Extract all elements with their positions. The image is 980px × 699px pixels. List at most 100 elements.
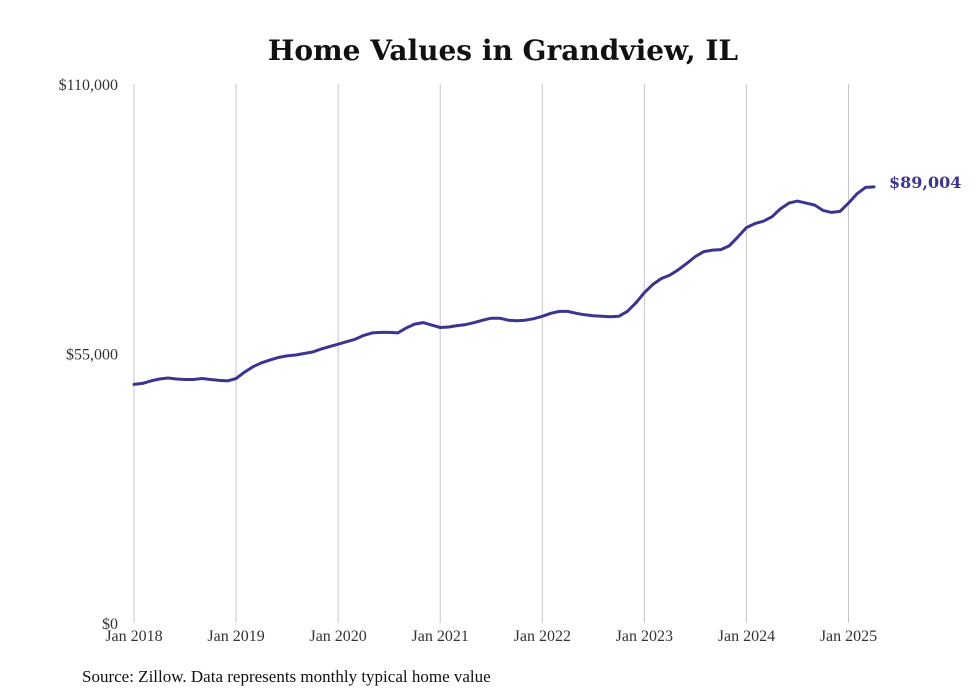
- data-point: [609, 315, 612, 318]
- data-point: [532, 317, 535, 320]
- data-point: [651, 283, 655, 286]
- data-point: [617, 315, 621, 318]
- data-point: [328, 345, 331, 348]
- data-point: [813, 203, 816, 207]
- data-point: [728, 244, 731, 247]
- data-point: [430, 323, 433, 327]
- data-point: [524, 318, 527, 322]
- data-point: [217, 379, 221, 382]
- data-point: [745, 226, 748, 229]
- x-tick-label: Jan 2020: [309, 628, 366, 645]
- data-point: [719, 248, 723, 251]
- data-point: [872, 185, 876, 189]
- data-point: [404, 326, 408, 330]
- data-point: [847, 201, 850, 205]
- data-point: [711, 248, 714, 252]
- data-point: [677, 268, 680, 271]
- data-point: [158, 377, 161, 381]
- data-point: [490, 317, 493, 320]
- x-tick-label: Jan 2018: [105, 628, 162, 645]
- data-point: [770, 215, 774, 218]
- y-tick-label: $55,000: [66, 347, 118, 364]
- data-point: [149, 379, 153, 383]
- data-point: [694, 255, 697, 258]
- data-point: [226, 379, 229, 383]
- data-point: [634, 301, 638, 305]
- data-point: [413, 322, 416, 326]
- data-point: [515, 319, 518, 322]
- data-point: [855, 192, 859, 195]
- data-point: [396, 331, 399, 335]
- data-point: [183, 378, 187, 381]
- data-point: [575, 312, 578, 315]
- data-point: [762, 220, 765, 223]
- data-point: [804, 201, 808, 205]
- y-tick-label: $110,000: [59, 77, 118, 94]
- data-point: [830, 211, 833, 214]
- data-point: [192, 378, 195, 381]
- x-tick-label: Jan 2019: [207, 628, 264, 645]
- series-end-label: $89,004: [889, 173, 961, 192]
- x-tick-label: Jan 2021: [412, 628, 469, 645]
- data-point: [294, 353, 297, 357]
- data-point: [668, 273, 672, 277]
- data-point: [779, 207, 782, 211]
- source-note: Source: Zillow. Data represents monthly …: [82, 667, 491, 686]
- data-point: [549, 312, 552, 315]
- x-tick-label: Jan 2022: [514, 628, 571, 645]
- data-point: [447, 325, 450, 329]
- data-point: [660, 277, 663, 280]
- data-point: [285, 354, 289, 358]
- data-point: [234, 377, 238, 380]
- data-point: [558, 310, 561, 313]
- data-point: [481, 318, 484, 322]
- data-point: [838, 210, 842, 213]
- data-point: [166, 376, 170, 380]
- x-tick-label: Jan 2023: [616, 628, 673, 645]
- x-tick-label: Jan 2025: [820, 628, 877, 645]
- data-point: [209, 378, 212, 381]
- data-point: [175, 377, 178, 381]
- data-point: [200, 377, 204, 380]
- data-point: [685, 262, 689, 265]
- series-layer: $89,004: [132, 173, 961, 386]
- data-point: [345, 340, 348, 343]
- data-point: [379, 331, 382, 334]
- data-point: [821, 209, 825, 212]
- data-point: [243, 370, 246, 374]
- chart-title: Home Values in Grandview, IL: [268, 34, 739, 67]
- data-point: [796, 199, 799, 203]
- data-point: [507, 318, 510, 322]
- data-point: [643, 291, 646, 294]
- data-point: [362, 334, 365, 337]
- data-point: [311, 350, 314, 354]
- data-point: [387, 331, 391, 334]
- data-point: [268, 358, 272, 362]
- data-point: [370, 331, 374, 335]
- data-point: [702, 250, 706, 253]
- data-point: [736, 235, 740, 239]
- data-point: [626, 310, 629, 313]
- data-point: [319, 347, 323, 351]
- data-point: [421, 321, 425, 324]
- data-point: [753, 222, 757, 225]
- data-point: [277, 356, 280, 359]
- data-point: [132, 383, 136, 386]
- data-point: [583, 313, 587, 316]
- y-axis-ticks: $0 $55,000 $110,000: [59, 77, 118, 633]
- data-point: [251, 365, 255, 368]
- data-point: [592, 314, 595, 317]
- data-point: [336, 342, 340, 346]
- series-line: [132, 185, 876, 386]
- grid-layer: [133, 84, 849, 623]
- x-tick-label: Jan 2024: [718, 628, 775, 645]
- data-point: [541, 315, 544, 318]
- data-point: [260, 361, 263, 365]
- data-point: [498, 317, 501, 320]
- data-point: [141, 382, 144, 385]
- data-point: [353, 338, 357, 341]
- data-point: [473, 321, 476, 324]
- data-point: [566, 310, 569, 313]
- data-point: [302, 352, 306, 355]
